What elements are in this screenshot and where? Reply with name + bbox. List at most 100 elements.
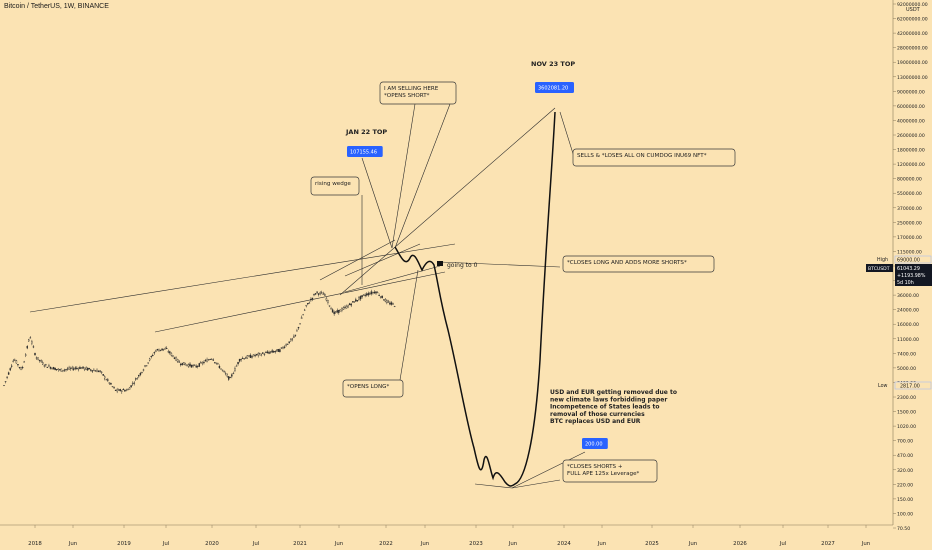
- low-label: Low: [878, 383, 888, 389]
- y-tick-label: 16000.00: [897, 322, 919, 328]
- candle: [169, 351, 171, 354]
- candle: [162, 348, 165, 350]
- candle: [187, 364, 190, 367]
- candle: [252, 354, 255, 357]
- candle: [259, 352, 261, 355]
- y-tick-label: 370000.00: [897, 206, 922, 212]
- y-tick-label: 92000000.00: [897, 2, 928, 8]
- y-tick-label: 7400.00: [897, 351, 916, 357]
- candle: [173, 357, 176, 359]
- candle: [181, 362, 183, 366]
- y-tick-label: 1800000.00: [897, 148, 925, 154]
- candle: [269, 351, 272, 353]
- candle: [386, 300, 388, 303]
- x-tick-label: 2024: [557, 541, 571, 547]
- candle: [14, 359, 16, 361]
- y-tick-label: 1500.00: [897, 410, 916, 416]
- candle: [7, 372, 10, 375]
- wedge-lower-trendline: [154, 271, 446, 333]
- selling-here-connector-a: [391, 103, 416, 249]
- callout-opens-long: *OPENS LONG*: [347, 384, 389, 390]
- candle: [220, 368, 222, 370]
- candle: [139, 373, 142, 375]
- y-tick-label: 19000000.00: [897, 60, 928, 66]
- candle: [147, 362, 149, 364]
- current-time: 5d 10h: [897, 280, 914, 286]
- candle: [90, 369, 92, 371]
- top-ray-line: [339, 107, 556, 296]
- candle: [282, 347, 284, 349]
- candle: [76, 367, 78, 369]
- candle: [373, 291, 376, 294]
- candle: [42, 362, 44, 365]
- candle: [35, 357, 38, 359]
- price-tag-200: 200.00: [585, 442, 603, 448]
- high-value: 69000.00: [897, 258, 920, 264]
- candle: [104, 376, 106, 379]
- candle: [271, 350, 273, 353]
- candle: [28, 339, 30, 342]
- candle: [286, 343, 289, 345]
- candle: [232, 373, 235, 375]
- candle: [285, 344, 287, 346]
- candle: [32, 346, 35, 348]
- candle: [392, 303, 394, 305]
- candle: [268, 352, 270, 354]
- candle: [150, 356, 152, 358]
- candle: [176, 358, 179, 362]
- candle: [224, 373, 227, 375]
- candle: [393, 306, 396, 308]
- candle: [121, 390, 123, 392]
- price-tag-200-box: [582, 438, 608, 449]
- current-change: +1193.98%: [897, 273, 926, 279]
- candle: [266, 351, 269, 354]
- candle: [238, 358, 241, 362]
- candle: [113, 387, 115, 389]
- candle: [6, 376, 8, 378]
- candle: [324, 294, 326, 296]
- candle: [293, 336, 295, 338]
- candle: [46, 366, 49, 368]
- candle: [138, 375, 140, 377]
- candle: [88, 367, 90, 370]
- candle: [283, 346, 286, 348]
- x-tick-label: Jul: [779, 541, 787, 547]
- candle: [365, 293, 368, 296]
- candle: [59, 369, 61, 371]
- candle: [99, 370, 101, 372]
- candle: [265, 352, 267, 354]
- narrative-line-5: BTC replaces USD and EUR: [550, 418, 641, 425]
- candle: [279, 349, 281, 353]
- y-tick-label: 11000.00: [897, 337, 919, 343]
- candle: [277, 349, 280, 352]
- x-tick-label: Jun: [420, 541, 429, 547]
- y-tick-label: 42000000.00: [897, 31, 928, 37]
- callout-closes-long-box: [562, 255, 715, 273]
- candle: [179, 364, 182, 366]
- y-tick-label: 2600000.00: [897, 133, 925, 139]
- candle: [378, 294, 380, 296]
- candle: [316, 291, 318, 293]
- y-tick-label: 470.00: [897, 453, 913, 459]
- candle: [215, 362, 218, 364]
- candle: [175, 357, 177, 361]
- projected-price-path: [394, 111, 556, 487]
- x-tick-label: Jun: [334, 541, 343, 547]
- candle: [161, 348, 163, 351]
- price-tag-nov23-box: [535, 82, 574, 93]
- sells-connector: [559, 111, 576, 161]
- candle: [116, 389, 118, 392]
- candle: [71, 366, 73, 369]
- candle: [226, 374, 228, 377]
- y-tick-label: 2300.00: [897, 395, 916, 401]
- current-price-box: [895, 264, 932, 286]
- candle: [21, 367, 24, 369]
- candle: [255, 353, 258, 355]
- candle: [4, 381, 7, 383]
- candle: [319, 292, 321, 294]
- y-tick-label: 6000000.00: [897, 104, 925, 110]
- candle: [201, 362, 204, 364]
- candle: [119, 389, 121, 392]
- wedge-upper-trendline: [29, 243, 456, 313]
